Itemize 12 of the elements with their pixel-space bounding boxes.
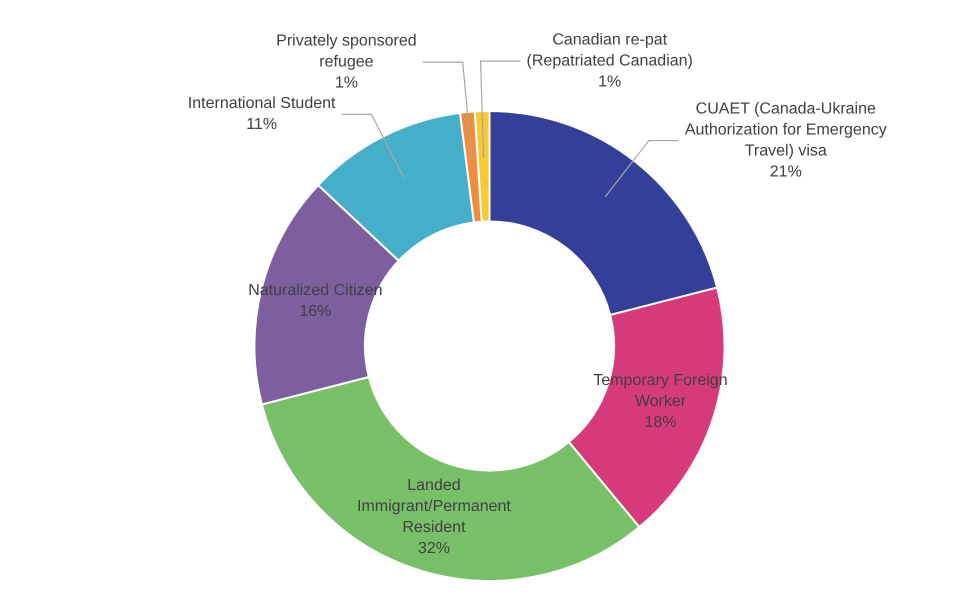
- data-label: 16%: [299, 303, 332, 320]
- slice-label: Landed Immigrant/Permanent Resident: [357, 476, 512, 536]
- data-label: 1%: [598, 74, 622, 91]
- data-label: 32%: [418, 540, 450, 557]
- data-label: 11%: [246, 116, 278, 134]
- slice-label: International Student: [188, 95, 336, 112]
- slice-label: CUAET (Canada-Ukraine Authorization for Emergency Travel) visa: [684, 100, 887, 160]
- data-label: 21%: [770, 163, 802, 180]
- slice-label: Canadian re-pat (Repatriated Canadian): [526, 32, 693, 70]
- data-label: 1%: [334, 74, 358, 92]
- data-label: 18%: [644, 414, 676, 431]
- slice-label: Privately sponsored refugee: [276, 32, 417, 71]
